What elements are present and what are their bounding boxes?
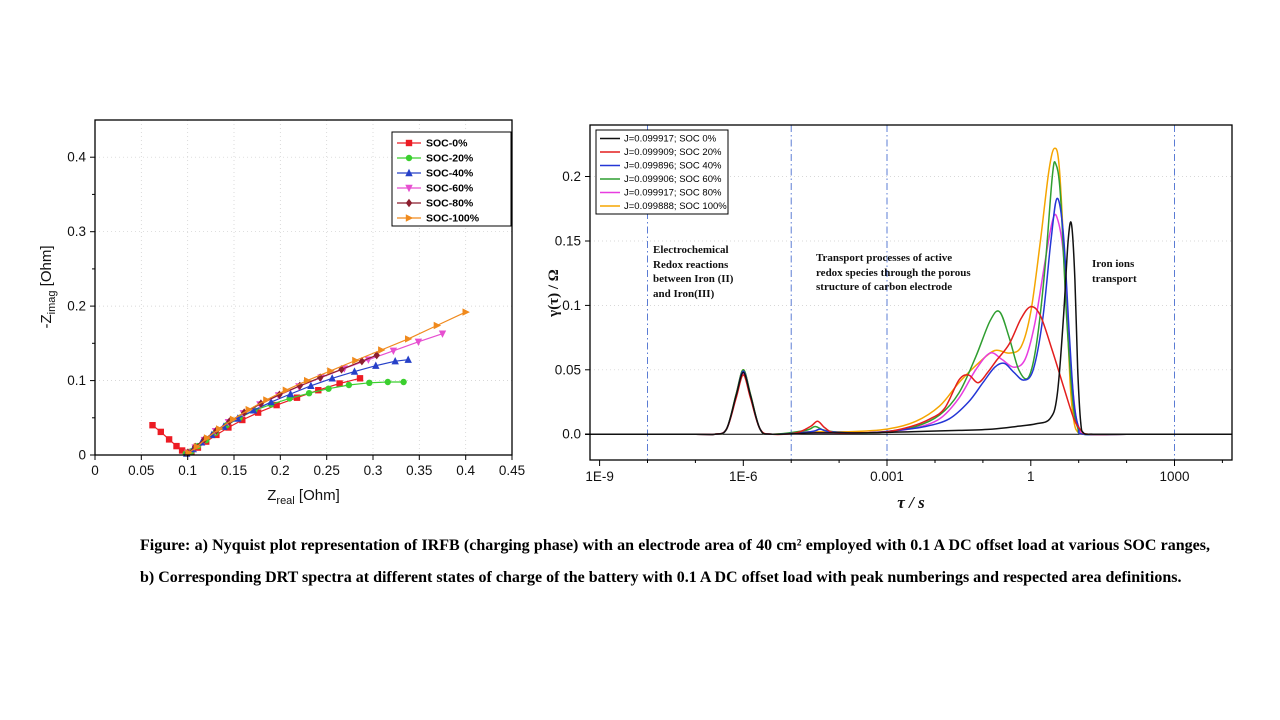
drt-x-axis: 1E-9 1E-6 0.001 1 1000 [585, 460, 1223, 484]
svg-text:1000: 1000 [1159, 469, 1189, 484]
svg-text:1E-9: 1E-9 [585, 469, 614, 484]
svg-text:0: 0 [91, 463, 99, 478]
series-J=0.099896; SOC 40% [585, 197, 1232, 436]
drt-plot-svg: 1E-9 1E-6 0.001 1 1000 0.0 0.05 0.1 0.15 0.2 J=0.0… [555, 124, 1233, 484]
svg-text:0.2: 0.2 [271, 463, 290, 478]
drt-chart: 1E-9 1E-6 0.001 1 1000 0.0 0.05 0.1 0.15 0.2 J=0.0… [540, 105, 1265, 535]
svg-text:0.1: 0.1 [67, 373, 86, 388]
nyquist-series [149, 308, 470, 457]
svg-text:0.1: 0.1 [178, 463, 197, 478]
series-SOC-40% [183, 355, 412, 457]
svg-text:1: 1 [1027, 469, 1035, 484]
series-J=0.099917; SOC 0% [585, 221, 1232, 436]
series-SOC-20% [182, 378, 407, 457]
iron-ions-label: Iron ions transport [1092, 258, 1137, 285]
svg-text:0.15: 0.15 [221, 463, 247, 478]
nyquist-x-axis-label-symbol: Z [267, 487, 277, 504]
svg-text:0.25: 0.25 [314, 463, 340, 478]
nyquist-y-axis: 0 0.1 0.2 0.3 0.4 [67, 150, 95, 463]
nyquist-x-axis-label-subscript: real [276, 495, 295, 507]
nyquist-x-axis-label: Zreal [Ohm] [95, 487, 512, 507]
nyquist-y-axis-label-unit: [Ohm] [38, 245, 55, 291]
svg-text:0.001: 0.001 [870, 469, 904, 484]
svg-text:0.05: 0.05 [128, 463, 154, 478]
drt-frame [589, 124, 1233, 461]
transport-processes-label: Transport processes of active redox spec… [816, 252, 971, 293]
svg-text:0.4: 0.4 [67, 150, 86, 165]
svg-text:0.15: 0.15 [555, 234, 581, 249]
nyquist-y-axis-label: -Zimag [Ohm] [38, 197, 58, 377]
nyquist-plot-svg: 0 0.05 0.1 0.15 0.2 0.25 0.3 0.35 0.4 0.45 0 0.1 0.2… [67, 119, 525, 478]
legend-label: J=0.099896; SOC 40% [624, 161, 722, 172]
legend-label: SOC-60% [426, 183, 474, 195]
drt-legend: J=0.099917; SOC 0% J=0.099909; SOC 20% J=0… [595, 129, 729, 215]
svg-text:1E-6: 1E-6 [729, 469, 758, 484]
nyquist-frame [94, 119, 513, 456]
drt-y-axis-label: γ(τ) / Ω [546, 269, 562, 317]
series-J=0.099909; SOC 20% [585, 305, 1232, 436]
legend-label: J=0.099909; SOC 20% [624, 147, 722, 158]
drt-series [585, 147, 1232, 436]
svg-text:0.3: 0.3 [364, 463, 383, 478]
nyquist-legend: SOC-0% SOC-20% SOC-40% SOC-60% SOC-80% SOC-10… [391, 131, 512, 227]
legend-label: J=0.099888; SOC 100% [624, 201, 727, 212]
svg-text:0.35: 0.35 [406, 463, 432, 478]
legend-label: SOC-20% [426, 153, 474, 165]
figure-caption: Figure: a) Nyquist plot representation o… [140, 537, 1210, 586]
electrochemical-redox-label: Electrochemical Redox reactions between … [653, 244, 734, 300]
svg-text:0.4: 0.4 [456, 463, 475, 478]
svg-text:0.05: 0.05 [555, 362, 581, 377]
legend-label: SOC-100% [426, 213, 480, 225]
legend-label: J=0.099917; SOC 0% [624, 134, 717, 145]
legend-label: SOC-80% [426, 198, 474, 210]
series-SOC-100% [185, 308, 470, 457]
nyquist-y-axis-label-subscript: imag [46, 290, 58, 315]
svg-text:0.45: 0.45 [499, 463, 525, 478]
nyquist-x-axis-label-unit: [Ohm] [294, 487, 340, 504]
nyquist-x-axis: 0 0.05 0.1 0.15 0.2 0.25 0.3 0.35 0.4 0.45 [91, 455, 525, 478]
svg-text:0.3: 0.3 [67, 224, 86, 239]
legend-label: SOC-0% [426, 138, 468, 150]
series-SOC-60% [184, 330, 447, 457]
svg-text:0.0: 0.0 [562, 427, 581, 442]
drt-y-axis: 0.0 0.05 0.1 0.15 0.2 [555, 169, 590, 442]
svg-text:0.2: 0.2 [562, 169, 581, 184]
svg-text:0.1: 0.1 [562, 298, 581, 313]
nyquist-grid [95, 120, 512, 455]
svg-text:0: 0 [78, 448, 86, 463]
nyquist-chart: 0 0.05 0.1 0.15 0.2 0.25 0.3 0.35 0.4 0.45 0 0.1 0.2… [38, 105, 540, 520]
drt-x-axis-label: τ / s [897, 493, 925, 512]
nyquist-y-axis-label-symbol: -Z [38, 314, 55, 329]
legend-label: J=0.099917; SOC 80% [624, 188, 722, 199]
svg-text:0.2: 0.2 [67, 299, 86, 314]
legend-label: SOC-40% [426, 168, 474, 180]
legend-label: J=0.099906; SOC 60% [624, 174, 722, 185]
